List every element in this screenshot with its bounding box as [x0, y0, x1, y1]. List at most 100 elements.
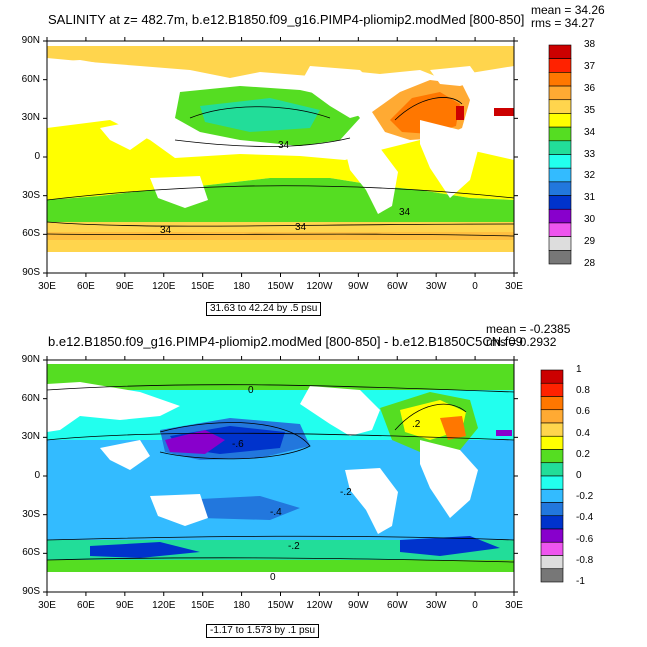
- lon-label: 150W: [267, 281, 294, 292]
- colorbar-swatch: [548, 222, 572, 237]
- lon-label: 150E: [190, 600, 215, 611]
- colorbar-swatch: [540, 382, 564, 397]
- colorbar-label: 36: [584, 82, 596, 94]
- colorbar-swatch: [548, 154, 572, 169]
- colorbar-label: -0.6: [576, 533, 594, 545]
- lon-label: 120W: [306, 600, 333, 611]
- colorbar-label: 28: [584, 258, 596, 269]
- colorbar-swatch: [540, 515, 564, 530]
- lat-label: 60S: [22, 547, 40, 559]
- panel2-contour-label: -.6: [232, 439, 244, 450]
- colorbar-swatch: [540, 528, 564, 543]
- colorbar-swatch: [548, 167, 572, 183]
- colorbar-swatch: [548, 58, 572, 73]
- axis-ticks: [43, 37, 518, 596]
- panel2-contour-label: -.4: [270, 507, 282, 518]
- colorbar-label: -1: [576, 576, 585, 587]
- lat-label: 60N: [21, 392, 40, 404]
- colorbar-label: 37: [584, 60, 596, 72]
- panel1-map: [47, 41, 514, 273]
- colorbar-swatch: [548, 85, 572, 101]
- colorbar-swatch: [548, 99, 572, 114]
- lon-label: 120W: [306, 281, 333, 292]
- lon-label: 60W: [386, 600, 408, 611]
- lon-label: 30E: [38, 600, 56, 611]
- lat-label: 30N: [21, 431, 40, 443]
- lon-label: 60E: [77, 281, 95, 292]
- lon-label: 120E: [152, 600, 176, 611]
- panel2-contour-label: 0: [270, 572, 276, 583]
- panel2-title: b.e12.B1850.f09_g16.PIMP4-pliomip2.modMe…: [48, 334, 523, 349]
- colorbar-label: 34: [584, 126, 596, 138]
- colorbar-swatch: [540, 409, 564, 424]
- colorbar-swatch: [540, 462, 564, 477]
- colorbar-swatch: [548, 140, 572, 155]
- lat-label: 90S: [22, 586, 40, 597]
- panel1-contour-label: 34: [399, 207, 411, 218]
- panel2-contour-label: -.2: [340, 487, 352, 498]
- lon-label: 90E: [115, 600, 134, 611]
- colorbar-label: 38: [584, 39, 596, 50]
- lon-label: 120E: [152, 281, 176, 292]
- lon-label: 60E: [77, 600, 95, 611]
- colorbar-label: 30: [584, 214, 596, 226]
- lat-label: 30S: [22, 508, 40, 520]
- lon-label: 30E: [505, 281, 523, 292]
- colorbar-swatch: [540, 422, 564, 437]
- colorbar-swatch: [548, 208, 572, 224]
- colorbar-swatch: [540, 488, 564, 503]
- colorbar-swatch: [540, 555, 564, 570]
- panel1-contour-label: 34: [160, 225, 172, 236]
- lon-label: 180: [233, 281, 250, 292]
- panel2-contour-label: 0: [248, 385, 254, 396]
- panel2-contour-label: .2: [412, 419, 421, 430]
- lat-label: 90N: [21, 35, 40, 46]
- colorbar-swatch: [540, 475, 564, 490]
- panel1-contour-label: 34: [295, 222, 307, 233]
- lon-label: 150W: [267, 600, 294, 611]
- panel2-rms: rms = 0.2932: [486, 335, 557, 349]
- panel2-mean: mean = -0.2385: [486, 322, 571, 336]
- lon-label: 150E: [190, 281, 215, 292]
- colorbar-label: 32: [584, 170, 596, 182]
- panel1-title: SALINITY at z= 482.7m, b.e12.B1850.f09_g…: [48, 12, 525, 27]
- colorbar-swatch: [548, 126, 572, 142]
- lat-label: 0: [34, 470, 40, 481]
- panel1-contour-label: 34: [278, 140, 290, 151]
- lon-label: 0: [472, 281, 478, 292]
- colorbar-swatch: [540, 435, 564, 450]
- colorbar-swatch: [540, 568, 564, 583]
- lat-label: 60N: [21, 73, 40, 85]
- panel2-contour-label: -.2: [288, 541, 300, 552]
- lat-label: 60S: [22, 228, 40, 240]
- lat-label: 90N: [21, 354, 40, 365]
- colorbar-label: 0.4: [576, 427, 590, 439]
- lon-label: 90W: [348, 281, 369, 292]
- colorbar-swatch: [548, 44, 572, 59]
- colorbar-label: 0.6: [576, 406, 590, 418]
- colorbar-swatch: [548, 72, 572, 87]
- panel1-range-label: 31.63 to 42.24 by .5 psu: [206, 302, 322, 316]
- panel1-colorbar: [548, 44, 572, 265]
- colorbar-label: -0.4: [576, 512, 594, 524]
- panel2-range-label: -1.17 to 1.573 by .1 psu: [206, 624, 320, 638]
- lon-label: 60W: [386, 281, 408, 292]
- colorbar-label: 29: [584, 236, 596, 248]
- colorbar-swatch: [540, 449, 564, 464]
- colorbar-label: 1: [576, 364, 582, 375]
- colorbar-swatch: [540, 396, 564, 411]
- lon-label: 90E: [115, 281, 134, 292]
- lat-label: 30S: [22, 189, 40, 201]
- panel2-colorbar: [540, 369, 564, 583]
- panel1-mean: mean = 34.26: [531, 3, 605, 17]
- colorbar-label: -0.8: [576, 554, 594, 566]
- colorbar-swatch: [548, 250, 572, 265]
- lon-label: 30W: [425, 281, 447, 292]
- lon-label: 30E: [505, 600, 523, 611]
- colorbar-swatch: [548, 113, 572, 128]
- lon-label: 30W: [425, 600, 447, 611]
- lon-label: 90W: [348, 600, 369, 611]
- colorbar-label: 31: [584, 192, 596, 204]
- lon-label: 30E: [38, 281, 56, 292]
